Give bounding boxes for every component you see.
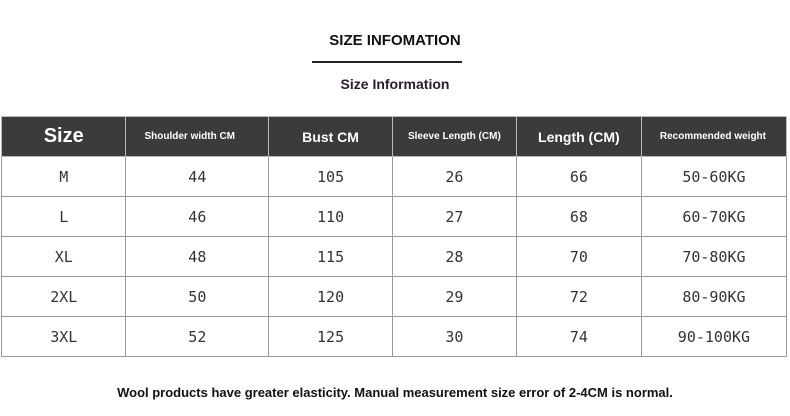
header-weight: Recommended weight <box>640 116 788 157</box>
table-cell: 50-60KG <box>640 156 788 197</box>
table-cell: 26 <box>391 156 517 197</box>
header-length: Length (CM) <box>515 116 642 157</box>
table-cell: 90-100KG <box>640 316 788 357</box>
table-cell: XL <box>0 236 127 277</box>
table-cell: 110 <box>268 196 393 237</box>
table-cell: 125 <box>268 316 393 357</box>
header-size: Size <box>0 116 127 157</box>
footer-note: Wool products have greater elasticity. M… <box>117 385 673 400</box>
table-cell: 30 <box>391 316 517 357</box>
table-cell: 66 <box>515 156 642 197</box>
header-sleeve: Sleeve Length (CM) <box>391 116 517 157</box>
table-cell: 105 <box>268 156 393 197</box>
size-table: Size Shoulder width CM Bust CM Sleeve Le… <box>0 116 788 357</box>
header-bust: Bust CM <box>268 116 393 157</box>
table-cell: 74 <box>515 316 642 357</box>
page-title: SIZE INFOMATION <box>329 32 461 49</box>
table-cell: 52 <box>125 316 270 357</box>
table-cell: 46 <box>125 196 270 237</box>
table-cell: 50 <box>125 276 270 317</box>
table-cell: 72 <box>515 276 642 317</box>
title-divider <box>312 61 462 63</box>
table-cell: L <box>0 196 127 237</box>
table-row: 3XL 52 125 30 74 90-100KG <box>0 316 788 357</box>
table-cell: 80-90KG <box>640 276 788 317</box>
table-cell: 120 <box>268 276 393 317</box>
table-row: L 46 110 27 68 60-70KG <box>0 196 788 237</box>
table-cell: 68 <box>515 196 642 237</box>
table-cell: 70 <box>515 236 642 277</box>
table-cell: 115 <box>268 236 393 277</box>
header-shoulder: Shoulder width CM <box>125 116 270 157</box>
table-row: M 44 105 26 66 50-60KG <box>0 156 788 197</box>
table-row: XL 48 115 28 70 70-80KG <box>0 236 788 277</box>
table-row: 2XL 50 120 29 72 80-90KG <box>0 276 788 317</box>
table-cell: 28 <box>391 236 517 277</box>
table-cell: 44 <box>125 156 270 197</box>
table-cell: M <box>0 156 127 197</box>
table-cell: 60-70KG <box>640 196 788 237</box>
table-cell: 29 <box>391 276 517 317</box>
table-cell: 27 <box>391 196 517 237</box>
table-cell: 48 <box>125 236 270 277</box>
subtitle: Size Information <box>340 76 450 92</box>
table-cell: 70-80KG <box>640 236 788 277</box>
table-header-row: Size Shoulder width CM Bust CM Sleeve Le… <box>0 116 788 157</box>
table-cell: 3XL <box>0 316 127 357</box>
table-cell: 2XL <box>0 276 127 317</box>
